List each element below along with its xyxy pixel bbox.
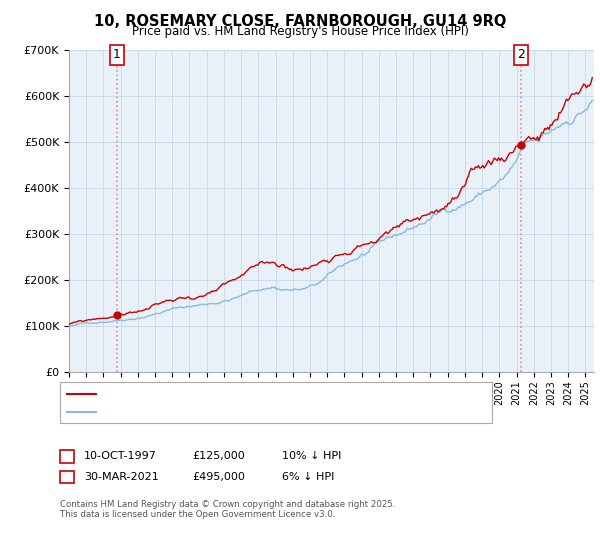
Text: 1: 1 — [64, 451, 71, 461]
Text: 30-MAR-2021: 30-MAR-2021 — [84, 472, 159, 482]
Text: 10% ↓ HPI: 10% ↓ HPI — [282, 451, 341, 461]
Text: 2: 2 — [517, 49, 525, 62]
Text: 2: 2 — [64, 472, 71, 482]
Text: HPI: Average price, detached house, Rushmoor: HPI: Average price, detached house, Rush… — [100, 407, 346, 417]
Text: 6% ↓ HPI: 6% ↓ HPI — [282, 472, 334, 482]
Text: Contains HM Land Registry data © Crown copyright and database right 2025.: Contains HM Land Registry data © Crown c… — [60, 500, 395, 508]
Text: Price paid vs. HM Land Registry's House Price Index (HPI): Price paid vs. HM Land Registry's House … — [131, 25, 469, 38]
Text: 10, ROSEMARY CLOSE, FARNBOROUGH, GU14 9RQ: 10, ROSEMARY CLOSE, FARNBOROUGH, GU14 9R… — [94, 14, 506, 29]
Text: This data is licensed under the Open Government Licence v3.0.: This data is licensed under the Open Gov… — [60, 510, 335, 519]
Text: £125,000: £125,000 — [192, 451, 245, 461]
Text: 10, ROSEMARY CLOSE, FARNBOROUGH, GU14 9RQ (detached house): 10, ROSEMARY CLOSE, FARNBOROUGH, GU14 9R… — [100, 389, 458, 399]
Text: 1: 1 — [113, 49, 121, 62]
Text: £495,000: £495,000 — [192, 472, 245, 482]
Text: 10-OCT-1997: 10-OCT-1997 — [84, 451, 157, 461]
